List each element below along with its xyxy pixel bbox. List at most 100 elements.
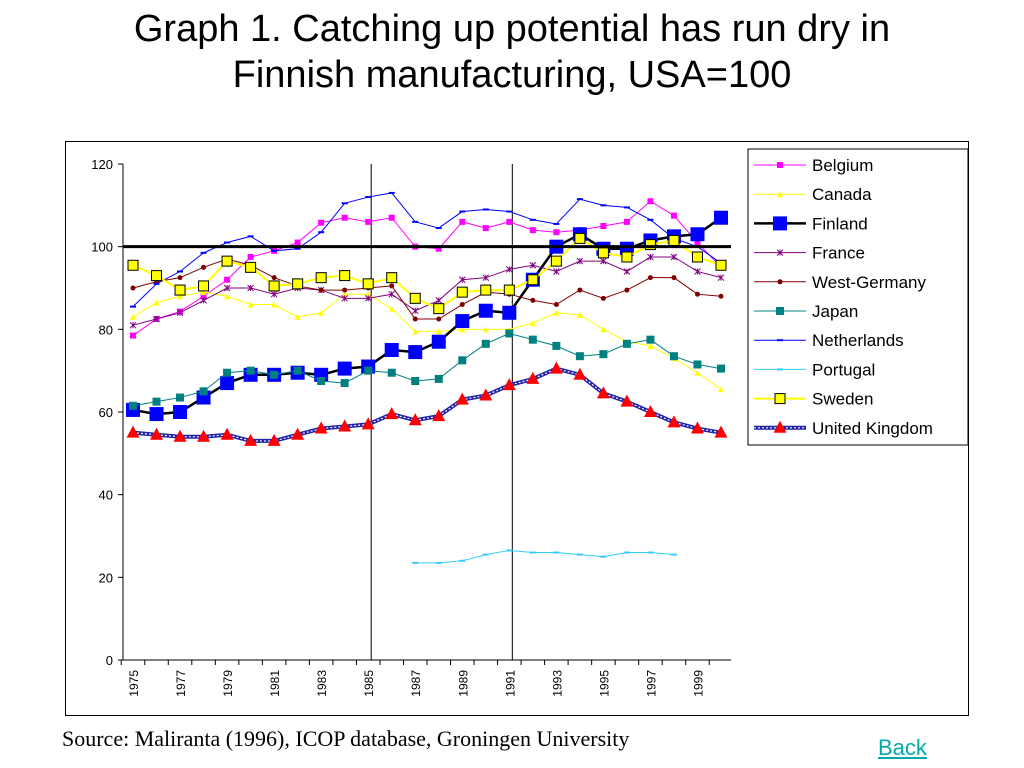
data-point <box>777 279 783 285</box>
data-point <box>694 291 700 297</box>
data-point <box>223 284 231 292</box>
data-point <box>435 227 442 230</box>
data-point <box>596 386 610 399</box>
data-point <box>549 361 563 374</box>
data-point <box>505 329 514 338</box>
data-point <box>177 275 183 281</box>
data-point <box>224 241 231 244</box>
data-point <box>774 393 786 405</box>
data-point <box>341 291 348 298</box>
data-point <box>600 223 607 229</box>
data-point <box>553 551 560 554</box>
data-point <box>340 379 349 388</box>
legend-label: France <box>812 244 865 263</box>
data-point <box>620 394 634 407</box>
data-point <box>270 370 279 379</box>
y-tick-label: 40 <box>99 488 113 503</box>
y-tick-label: 80 <box>99 322 113 337</box>
data-point <box>600 326 607 333</box>
legend-label: Sweden <box>812 390 873 409</box>
data-point <box>247 284 254 292</box>
data-point <box>268 280 280 292</box>
data-point <box>623 551 630 554</box>
data-point <box>482 274 490 282</box>
data-point <box>576 257 584 265</box>
data-point <box>271 275 277 281</box>
data-point <box>409 292 421 304</box>
data-point <box>247 301 254 308</box>
data-point <box>435 245 442 252</box>
x-tick-label: 1977 <box>174 670 188 697</box>
data-point <box>341 214 348 221</box>
series-line <box>132 367 722 442</box>
data-point <box>577 287 583 293</box>
data-point <box>458 356 467 365</box>
data-point <box>459 326 466 333</box>
data-point <box>552 341 561 350</box>
data-point <box>317 377 326 385</box>
data-point <box>271 249 278 252</box>
data-point <box>388 214 395 221</box>
data-point <box>478 303 493 318</box>
x-tick-label: 1985 <box>362 670 376 697</box>
x-tick-label: 1981 <box>268 670 282 697</box>
data-point <box>220 427 234 440</box>
data-point <box>529 227 536 234</box>
data-point <box>526 371 540 384</box>
x-tick-label: 1975 <box>127 670 141 697</box>
data-point <box>777 368 783 371</box>
y-tick-label: 120 <box>91 157 113 172</box>
series-line <box>132 291 722 390</box>
back-link[interactable]: Back <box>878 735 927 760</box>
data-point <box>576 198 583 201</box>
legend-label: West-Germany <box>812 273 926 292</box>
data-point <box>176 393 185 402</box>
data-point <box>694 268 701 275</box>
data-point <box>388 191 395 194</box>
data-point <box>669 352 678 361</box>
data-point <box>647 342 654 349</box>
data-point <box>200 289 207 296</box>
source-note: Source: Maliranta (1996), ICOP database,… <box>62 726 630 751</box>
data-point <box>224 293 231 300</box>
legend-label: Canada <box>812 185 872 204</box>
y-tick-label: 60 <box>99 405 113 420</box>
data-point <box>455 392 469 405</box>
data-point <box>506 210 513 213</box>
data-point <box>714 425 728 438</box>
data-point <box>365 196 372 199</box>
data-point <box>623 268 631 275</box>
data-point <box>388 305 395 312</box>
data-point <box>221 255 233 267</box>
data-point <box>338 419 352 432</box>
data-point <box>690 421 704 434</box>
data-point <box>600 257 607 265</box>
data-point <box>482 225 489 232</box>
data-point <box>153 315 160 323</box>
data-point <box>480 284 492 296</box>
data-point <box>550 255 562 267</box>
chart-area: 0 20 40 60 80 100 120 1975 1977 1979 1981 1983 1985 1… <box>65 141 969 716</box>
data-point <box>717 274 725 282</box>
data-point <box>176 309 184 317</box>
data-point <box>643 405 657 417</box>
data-point <box>318 231 325 234</box>
data-point <box>150 427 164 440</box>
data-point <box>435 561 442 564</box>
y-tick-label: 0 <box>106 653 113 668</box>
data-point <box>506 218 513 225</box>
data-point <box>431 334 446 349</box>
data-point <box>151 270 163 282</box>
page-title: Graph 1. Catching up potential has run d… <box>0 6 1024 98</box>
data-point <box>623 206 630 209</box>
data-point <box>294 239 301 246</box>
legend-label: United Kingdom <box>812 419 933 438</box>
data-point <box>690 227 705 242</box>
data-point <box>647 198 654 205</box>
data-point <box>693 360 702 369</box>
data-point <box>152 397 161 406</box>
data-point <box>386 272 398 284</box>
data-point <box>432 409 446 422</box>
data-point <box>293 366 302 375</box>
data-point <box>341 202 348 205</box>
